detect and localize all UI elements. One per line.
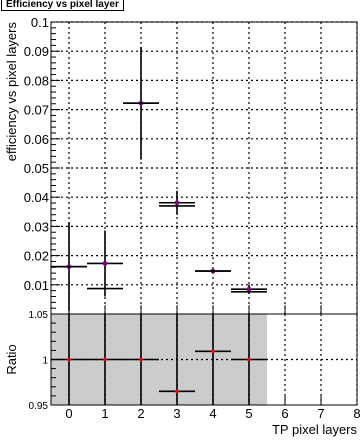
- x-tick-label: 5: [245, 406, 252, 421]
- y-axis-title: efficiency vs pixel layers: [4, 22, 19, 162]
- y-tick-label: 0.07: [24, 103, 49, 118]
- series-0-point: [174, 200, 180, 206]
- y-tick-label: 0.05: [24, 161, 49, 176]
- x-tick-label: 3: [173, 406, 180, 421]
- y-tick-label: 0.1: [31, 15, 49, 30]
- ratio-y-tick-label: 1: [42, 356, 48, 367]
- x-tick-label: 2: [137, 406, 144, 421]
- y-tick-label: 0.03: [24, 219, 49, 234]
- chart-title: Efficiency vs pixel layer: [1, 0, 124, 11]
- ratio-point: [67, 357, 71, 362]
- y-tick-label: 0.04: [24, 190, 49, 205]
- ratio-point: [175, 389, 179, 394]
- ratio-point: [139, 357, 143, 362]
- y-tick-label: 0.01: [24, 278, 49, 293]
- x-tick-label: 7: [317, 406, 324, 421]
- x-tick-label: 1: [101, 406, 108, 421]
- ratio-y-tick-label: 0.95: [29, 401, 49, 412]
- x-tick-label: 4: [209, 406, 216, 421]
- series-0-point: [246, 286, 252, 292]
- ratio-point: [247, 357, 251, 362]
- ratio-point: [103, 357, 107, 362]
- series-0-point: [102, 261, 108, 266]
- y-tick-label: 0.02: [24, 249, 49, 264]
- y-tick-label: 0.08: [24, 73, 49, 88]
- ratio-point: [211, 349, 215, 354]
- y-tick-label: 0.09: [24, 44, 49, 59]
- x-tick-label: 6: [281, 406, 288, 421]
- x-tick-label: 8: [353, 406, 360, 421]
- x-tick-label: 0: [65, 406, 72, 421]
- ratio-y-tick-label: 1.05: [29, 310, 49, 321]
- ratio-y-axis-title: Ratio: [4, 344, 19, 374]
- y-tick-label: 0.06: [24, 132, 49, 147]
- x-axis-title: TP pixel layers: [272, 422, 358, 437]
